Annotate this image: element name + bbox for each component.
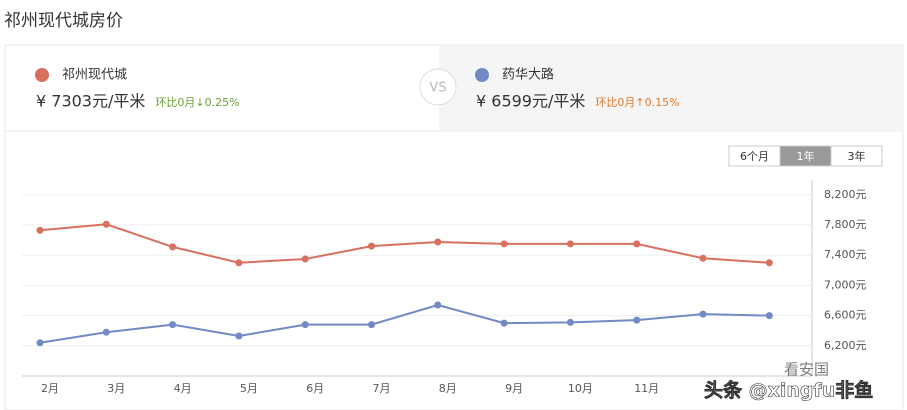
y-tick-label: 7,400元 xyxy=(824,248,867,261)
legend-dot xyxy=(475,68,489,82)
y-tick-label: 6,200元 xyxy=(824,339,867,352)
item-price: ¥ 6599元/平米 xyxy=(476,92,585,111)
legend-dot xyxy=(35,68,49,82)
item-name: 祁州现代城 xyxy=(62,68,127,83)
y-tick-label: 8,200元 xyxy=(824,188,867,201)
x-tick-label: 6月 xyxy=(306,382,324,395)
x-tick-label: 10月 xyxy=(568,382,593,395)
vs-circle xyxy=(419,68,457,106)
item-change: 环比0月↓0.25% xyxy=(155,96,239,109)
data-point xyxy=(500,319,508,327)
data-point xyxy=(102,328,110,336)
data-point xyxy=(699,254,707,262)
data-point xyxy=(169,321,177,329)
data-point xyxy=(765,312,773,320)
data-point xyxy=(169,243,177,251)
x-tick-label: 4月 xyxy=(174,382,192,395)
data-point xyxy=(633,240,641,248)
data-point xyxy=(36,226,44,234)
y-tick-label: 7,800元 xyxy=(824,218,867,231)
data-point xyxy=(566,318,574,326)
data-point xyxy=(434,238,442,246)
data-point xyxy=(699,310,707,318)
data-point xyxy=(235,332,243,340)
data-point xyxy=(36,339,44,347)
watermark-source: 看安国 xyxy=(784,361,829,379)
compare-right-bg xyxy=(439,46,902,130)
range-button[interactable] xyxy=(830,145,883,167)
series-line xyxy=(39,303,770,344)
x-tick-label: 2月 xyxy=(41,382,59,395)
range-button-label[interactable]: 6个月 xyxy=(740,150,769,163)
item-name: 药华大路 xyxy=(502,67,554,83)
watermark-author: 头条 @xingfu非鱼 xyxy=(704,379,873,402)
y-tick-label: 7,000元 xyxy=(824,278,867,291)
vs-label: VS xyxy=(429,81,446,96)
y-tick-label: 6,600元 xyxy=(824,309,867,322)
range-button-label[interactable]: 1年 xyxy=(797,149,815,163)
x-tick-label: 8月 xyxy=(439,382,457,395)
series-line xyxy=(39,223,770,264)
data-point xyxy=(566,240,574,248)
data-point xyxy=(301,255,309,263)
x-tick-label: 7月 xyxy=(373,382,391,395)
data-point xyxy=(434,301,442,309)
data-point xyxy=(235,259,243,267)
data-point xyxy=(102,220,110,228)
x-tick-label: 3月 xyxy=(107,382,125,395)
data-point xyxy=(301,321,309,329)
item-price: ¥ 7303元/平米 xyxy=(36,92,145,111)
chart-panel xyxy=(4,130,904,410)
data-point xyxy=(500,240,508,248)
x-tick-label: 9月 xyxy=(505,382,523,395)
x-tick-label: 5月 xyxy=(240,382,258,395)
page-title: 祁州现代城房价 xyxy=(4,11,123,31)
data-point xyxy=(633,316,641,324)
data-point xyxy=(368,242,375,250)
data-point xyxy=(368,321,375,329)
data-point xyxy=(765,259,773,267)
range-button-label[interactable]: 3年 xyxy=(848,149,866,163)
item-change: 环比0月↑0.15% xyxy=(595,96,679,109)
x-tick-label: 11月 xyxy=(634,382,659,395)
